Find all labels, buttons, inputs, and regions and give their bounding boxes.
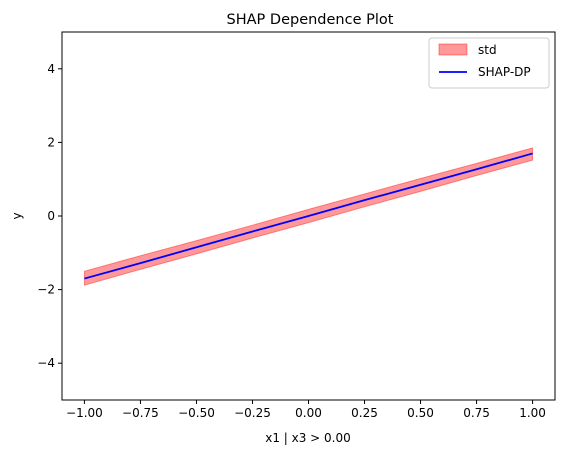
x-tick-label: −1.00 bbox=[66, 406, 103, 420]
x-axis-label: x1 | x3 > 0.00 bbox=[265, 431, 351, 445]
y-tick-label: 2 bbox=[47, 135, 55, 149]
x-tick-label: 0.50 bbox=[407, 406, 434, 420]
x-axis-ticks: −1.00 −0.75 −0.50 −0.25 0.00 0.25 0.50 0.75 1.00 bbox=[66, 400, 546, 420]
x-tick-label: 0.75 bbox=[463, 406, 490, 420]
x-tick-label: 0.00 bbox=[295, 406, 322, 420]
y-tick-label: 0 bbox=[47, 209, 55, 223]
y-axis-ticks: −4 −2 0 2 4 bbox=[37, 62, 62, 370]
x-tick-label: −0.25 bbox=[234, 406, 271, 420]
y-tick-label: −4 bbox=[37, 356, 55, 370]
x-tick-label: 0.25 bbox=[351, 406, 378, 420]
legend-shap-dp-label: SHAP-DP bbox=[478, 65, 531, 79]
x-tick-label: −0.50 bbox=[178, 406, 215, 420]
legend-std-swatch bbox=[438, 43, 468, 56]
y-axis-label: y bbox=[10, 212, 24, 219]
chart-title: SHAP Dependence Plot bbox=[227, 12, 394, 28]
legend-std-label: std bbox=[478, 43, 497, 57]
x-tick-label: 1.00 bbox=[519, 406, 546, 420]
legend: std SHAP-DP bbox=[428, 37, 550, 89]
legend-box bbox=[428, 37, 550, 89]
y-tick-label: −2 bbox=[37, 283, 55, 297]
x-tick-label: −0.75 bbox=[122, 406, 159, 420]
series-layer bbox=[83, 147, 534, 286]
y-tick-label: 4 bbox=[47, 62, 55, 76]
shap-dp-line bbox=[84, 152, 533, 280]
